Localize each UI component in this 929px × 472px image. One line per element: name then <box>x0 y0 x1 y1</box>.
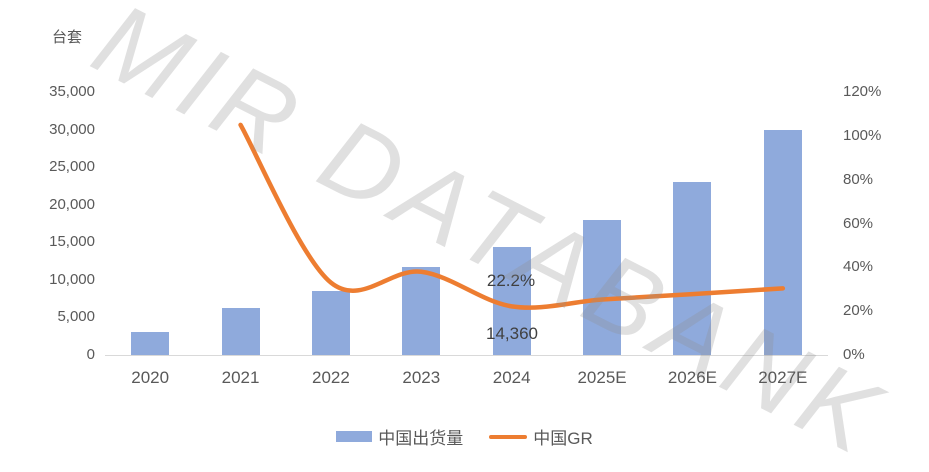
left-axis-tick: 30,000 <box>49 120 95 138</box>
left-axis-tick: 20,000 <box>49 195 95 213</box>
bar-2021 <box>221 308 260 355</box>
x-axis-label-2026E: 2026E <box>667 368 718 387</box>
bar-2027E <box>763 129 802 355</box>
bar-2026E <box>673 182 712 355</box>
right-axis-tick: 20% <box>843 302 874 320</box>
legend-bar-swatch-icon <box>336 431 373 442</box>
left-axis-tick: 10,000 <box>49 270 95 288</box>
line-series <box>238 122 786 310</box>
bar-2023 <box>402 266 441 355</box>
legend-label-shipments: 中国出货量 <box>378 429 464 448</box>
growth-rate-line <box>238 122 786 310</box>
legend-item-gr: 中国GR <box>489 424 593 449</box>
legend-item-shipments: 中国出货量 <box>336 424 463 449</box>
x-axis-label-2022: 2022 <box>312 368 350 387</box>
bar-2022 <box>311 291 350 355</box>
x-axis-label-2023: 2023 <box>402 368 441 387</box>
x-axis-label-2021: 2021 <box>221 368 260 387</box>
left-axis-tick: 5,000 <box>57 308 95 326</box>
x-axis-label-2027E: 2027E <box>758 368 808 387</box>
x-axis-label-2025E: 2025E <box>577 368 627 387</box>
x-axis-labels: 2020 2021 2022 2023 2024 2025E 2026E 2027E <box>105 368 828 392</box>
data-label-shipment-2024: 14,360 <box>486 324 538 343</box>
right-axis-tick: 40% <box>843 258 874 276</box>
right-axis-tick: 100% <box>843 126 882 144</box>
bar-2025E <box>583 219 622 355</box>
right-axis-tick: 0% <box>843 346 865 363</box>
legend: 中国出货量 中国GR <box>0 424 929 449</box>
left-axis-tick: 0 <box>86 346 95 363</box>
left-axis-tick: 15,000 <box>49 233 95 251</box>
right-axis-tick: 120% <box>843 83 882 100</box>
legend-label-gr: 中国GR <box>533 429 593 448</box>
bar-2020 <box>131 332 170 355</box>
x-axis-label-2020: 2020 <box>131 368 170 387</box>
plot-area: 22.2% 14,360 <box>105 92 828 356</box>
right-axis-tick: 80% <box>843 170 874 188</box>
left-axis-tick: 25,000 <box>49 158 95 176</box>
left-axis-unit-label: 台套 <box>52 29 83 46</box>
left-axis-tick: 35,000 <box>49 83 95 100</box>
x-axis-line <box>105 355 828 356</box>
data-label-gr-2024: 22.2% <box>486 271 536 290</box>
right-axis-tick: 60% <box>843 214 874 232</box>
left-axis-tick-labels: 35,000 30,000 25,000 20,000 15,000 10,000 5,00… <box>0 83 95 363</box>
legend-line-swatch-icon <box>489 434 528 439</box>
x-axis-label-2024: 2024 <box>492 368 531 387</box>
right-axis-tick-labels: 120% 100% 80% 60% 40% 20% 0% <box>843 83 923 363</box>
